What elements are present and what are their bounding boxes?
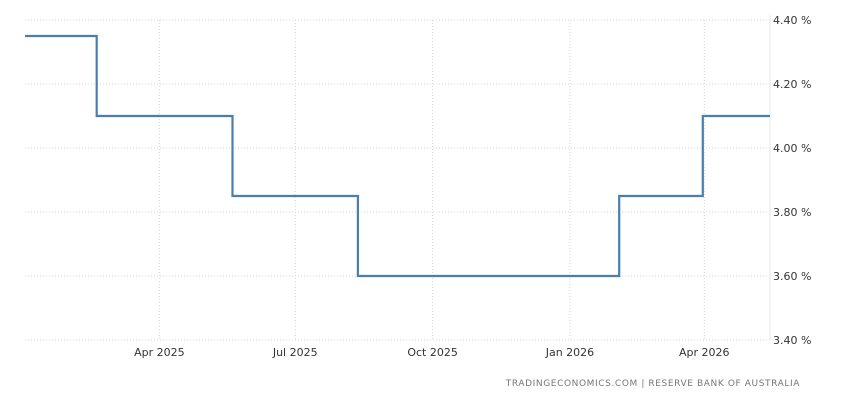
- y-tick-label: 3.40 %: [773, 334, 811, 347]
- series-line: [25, 34, 770, 278]
- y-tick-label: 4.00 %: [773, 142, 811, 155]
- x-tick-label: Apr 2026: [679, 346, 730, 359]
- y-tick-label: 3.80 %: [773, 206, 811, 219]
- y-tick-label: 3.60 %: [773, 270, 811, 283]
- x-tick-label: Apr 2025: [134, 346, 185, 359]
- x-tick-label: Jan 2026: [545, 346, 594, 359]
- x-tick-label: Oct 2025: [407, 346, 458, 359]
- y-tick-label: 4.40 %: [773, 14, 811, 27]
- source-label: TRADINGECONOMICS.COM | RESERVE BANK OF A…: [505, 379, 800, 389]
- x-tick-label: Jul 2025: [272, 346, 318, 359]
- y-tick-label: 4.20 %: [773, 78, 811, 91]
